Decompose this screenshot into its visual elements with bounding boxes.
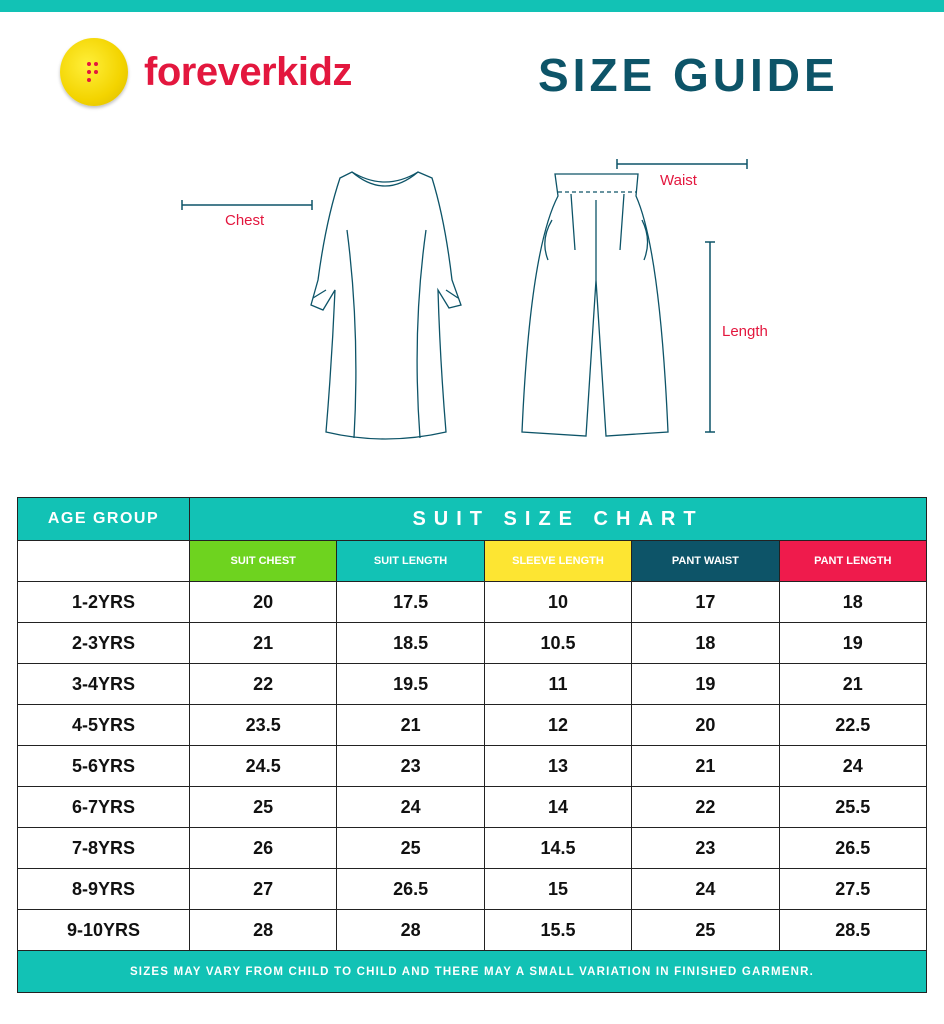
value-cell: 14.5 bbox=[483, 827, 633, 869]
value-cell: 27 bbox=[188, 868, 338, 910]
age-cell: 5-6YRS bbox=[17, 745, 190, 787]
value-cell: 11 bbox=[483, 663, 633, 705]
table-row: 4-5YRS 23.5 21 12 20 22.5 bbox=[17, 704, 928, 746]
value-cell: 13 bbox=[483, 745, 633, 787]
age-cell: 7-8YRS bbox=[17, 827, 190, 869]
column-header: SLEEVE LENGTH bbox=[483, 540, 633, 582]
button-logo-icon bbox=[60, 38, 128, 106]
age-cell: 3-4YRS bbox=[17, 663, 190, 705]
value-cell: 10.5 bbox=[483, 622, 633, 664]
table-row: 9-10YRS 28 28 15.5 25 28.5 bbox=[17, 909, 928, 951]
logo: foreverkidz bbox=[60, 38, 352, 106]
column-header: SUIT LENGTH bbox=[336, 540, 485, 582]
value-cell: 21 bbox=[188, 622, 338, 664]
value-cell: 22.5 bbox=[778, 704, 928, 746]
size-chart-table: AGE GROUP SUIT SIZE CHART SUIT CHEST SUIT… bbox=[17, 497, 928, 993]
value-cell: 25 bbox=[188, 786, 338, 828]
value-cell: 24 bbox=[631, 868, 780, 910]
age-cell: 9-10YRS bbox=[17, 909, 190, 951]
age-cell: 8-9YRS bbox=[17, 868, 190, 910]
value-cell: 23 bbox=[336, 745, 485, 787]
value-cell: 21 bbox=[336, 704, 485, 746]
top-bar bbox=[0, 0, 944, 12]
value-cell: 12 bbox=[483, 704, 633, 746]
value-cell: 24 bbox=[778, 745, 928, 787]
value-cell: 26.5 bbox=[778, 827, 928, 869]
chart-header: SUIT SIZE CHART bbox=[189, 497, 927, 541]
value-cell: 21 bbox=[631, 745, 780, 787]
value-cell: 18 bbox=[778, 581, 928, 623]
value-cell: 26.5 bbox=[336, 868, 485, 910]
value-cell: 23.5 bbox=[188, 704, 338, 746]
table-row: 8-9YRS 27 26.5 15 24 27.5 bbox=[17, 868, 928, 910]
value-cell: 15 bbox=[483, 868, 633, 910]
table-row: 2-3YRS 21 18.5 10.5 18 19 bbox=[17, 622, 928, 664]
table-row: 6-7YRS 25 24 14 22 25.5 bbox=[17, 786, 928, 828]
value-cell: 19.5 bbox=[336, 663, 485, 705]
waist-label: Waist bbox=[660, 172, 697, 189]
value-cell: 14 bbox=[483, 786, 633, 828]
value-cell: 23 bbox=[631, 827, 780, 869]
column-header: SUIT CHEST bbox=[188, 540, 338, 582]
value-cell: 17 bbox=[631, 581, 780, 623]
value-cell: 19 bbox=[631, 663, 780, 705]
value-cell: 27.5 bbox=[778, 868, 928, 910]
measure-lines bbox=[181, 159, 748, 433]
table-row: 5-6YRS 24.5 23 13 21 24 bbox=[17, 745, 928, 787]
value-cell: 20 bbox=[631, 704, 780, 746]
age-group-header: AGE GROUP bbox=[17, 497, 190, 541]
table-row: 1-2YRS 20 17.5 10 17 18 bbox=[17, 581, 928, 623]
chest-label: Chest bbox=[225, 212, 265, 229]
age-cell: 1-2YRS bbox=[17, 581, 190, 623]
value-cell: 24.5 bbox=[188, 745, 338, 787]
value-cell: 28.5 bbox=[778, 909, 928, 951]
column-header: PANT WAIST bbox=[631, 540, 780, 582]
value-cell: 10 bbox=[483, 581, 633, 623]
value-cell: 17.5 bbox=[336, 581, 485, 623]
value-cell: 20 bbox=[188, 581, 338, 623]
blank-cell bbox=[17, 540, 190, 582]
column-header: PANT LENGTH bbox=[778, 540, 928, 582]
footer-note: SIZES MAY VARY FROM CHILD TO CHILD AND T… bbox=[17, 950, 927, 993]
value-cell: 25 bbox=[631, 909, 780, 951]
value-cell: 26 bbox=[188, 827, 338, 869]
age-cell: 6-7YRS bbox=[17, 786, 190, 828]
value-cell: 21 bbox=[778, 663, 928, 705]
table-row: 3-4YRS 22 19.5 11 19 21 bbox=[17, 663, 928, 705]
value-cell: 18.5 bbox=[336, 622, 485, 664]
garment-diagram bbox=[181, 159, 748, 440]
value-cell: 18 bbox=[631, 622, 780, 664]
value-cell: 22 bbox=[188, 663, 338, 705]
age-cell: 2-3YRS bbox=[17, 622, 190, 664]
table-row: 7-8YRS 26 25 14.5 23 26.5 bbox=[17, 827, 928, 869]
length-label: Length bbox=[722, 323, 768, 340]
page-title: SIZE GUIDE bbox=[538, 49, 839, 101]
value-cell: 22 bbox=[631, 786, 780, 828]
value-cell: 19 bbox=[778, 622, 928, 664]
pants-drawing bbox=[521, 173, 669, 437]
value-cell: 25 bbox=[336, 827, 485, 869]
age-cell: 4-5YRS bbox=[17, 704, 190, 746]
dress-drawing bbox=[310, 171, 462, 440]
value-cell: 28 bbox=[336, 909, 485, 951]
value-cell: 24 bbox=[336, 786, 485, 828]
value-cell: 15.5 bbox=[483, 909, 633, 951]
value-cell: 25.5 bbox=[778, 786, 928, 828]
value-cell: 28 bbox=[188, 909, 338, 951]
brand-name: foreverkidz bbox=[144, 49, 352, 94]
